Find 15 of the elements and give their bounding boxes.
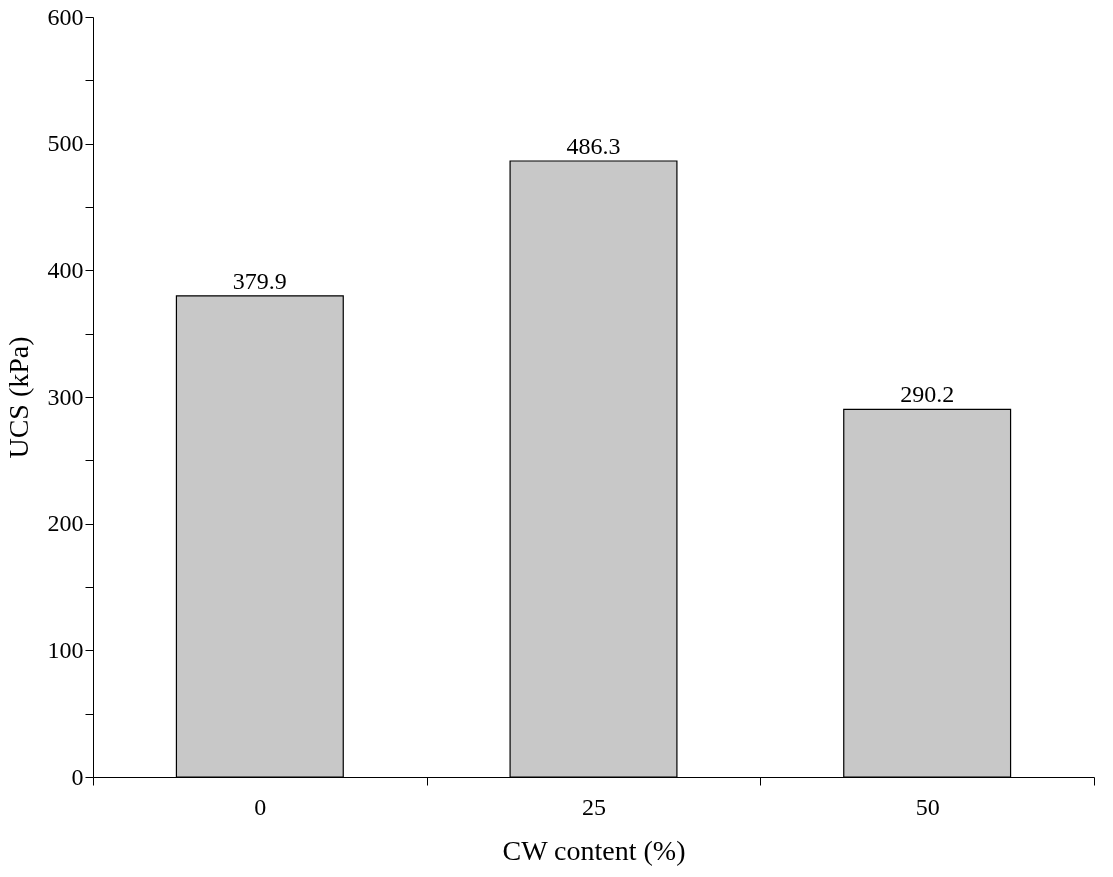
data-label: 486.3 [566,133,621,160]
y-tick-label: 300 [47,383,84,410]
y-tick-label: 600 [47,3,84,30]
x-tick-label: 0 [254,793,267,820]
x-tick-label: 25 [582,793,606,820]
y-tick-label: 0 [71,763,84,790]
data-label: 290.2 [900,381,955,408]
x-tick-label: 50 [915,793,940,820]
y-axis-title: UCS (kPa) [2,336,34,459]
y-tick-label: 200 [47,510,84,537]
y-tick-label: 100 [47,636,84,663]
y-tick-label: 500 [47,130,84,157]
data-label: 379.9 [232,267,287,294]
y-tick-label: 400 [47,256,84,283]
x-axis-title: CW content (%) [502,834,686,866]
